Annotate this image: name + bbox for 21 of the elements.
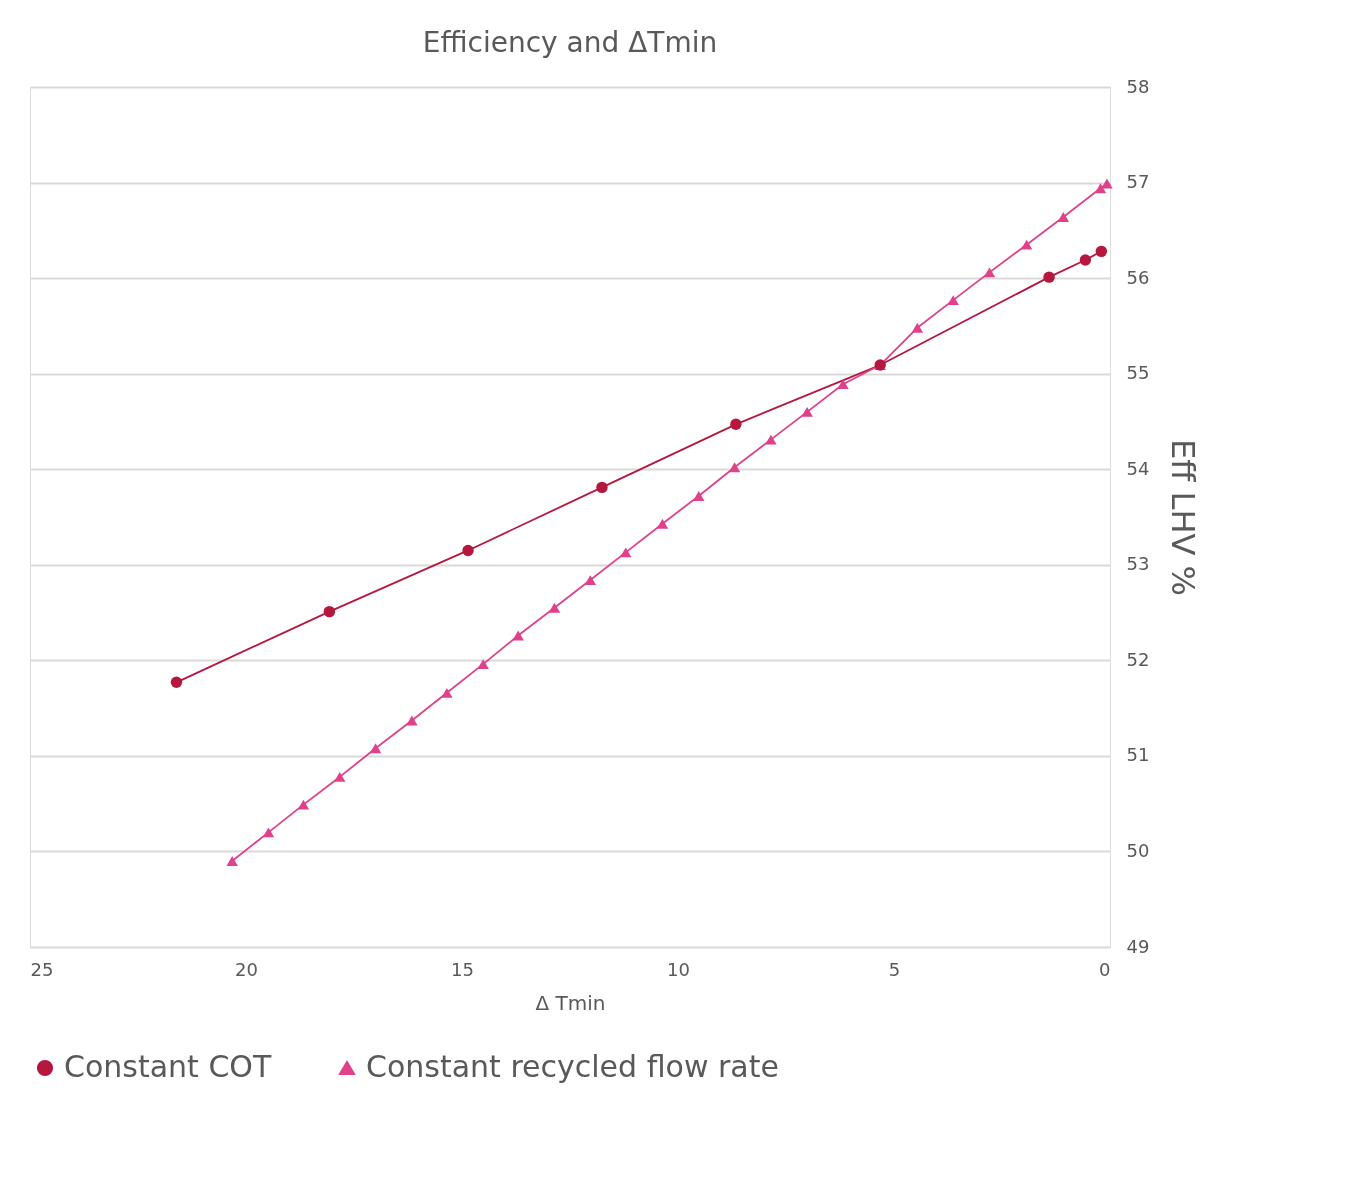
y-tick-label: 54 (1126, 457, 1150, 479)
legend-label: Constant COT (64, 1049, 272, 1084)
x-tick-label: 15 (451, 958, 474, 980)
legend-label: Constant recycled flow rate (366, 1049, 779, 1084)
y-tick-label: 57 (1126, 171, 1150, 193)
y-tick-label: 58 (1126, 75, 1150, 97)
x-tick-label: 5 (888, 958, 901, 980)
x-tick-label: 0 (1099, 958, 1111, 980)
x-tick-label: 25 (30, 958, 54, 980)
y-tick-label: 52 (1126, 648, 1150, 670)
y-tick-label: 50 (1126, 839, 1150, 861)
chart-title: Efficiency and ΔTmin (422, 26, 718, 59)
x-tick-label: 10 (667, 958, 690, 980)
x-axis-title: Δ Tmin (535, 990, 606, 1015)
y-tick-label: 55 (1126, 362, 1150, 384)
x-tick-label: 20 (235, 958, 258, 980)
y-tick-label: 49 (1126, 935, 1150, 957)
y-axis-title: Eff LHV % (1164, 439, 1203, 596)
y-tick-label: 56 (1126, 266, 1150, 288)
y-tick-label: 53 (1126, 553, 1150, 575)
y-tick-label: 51 (1126, 744, 1150, 766)
